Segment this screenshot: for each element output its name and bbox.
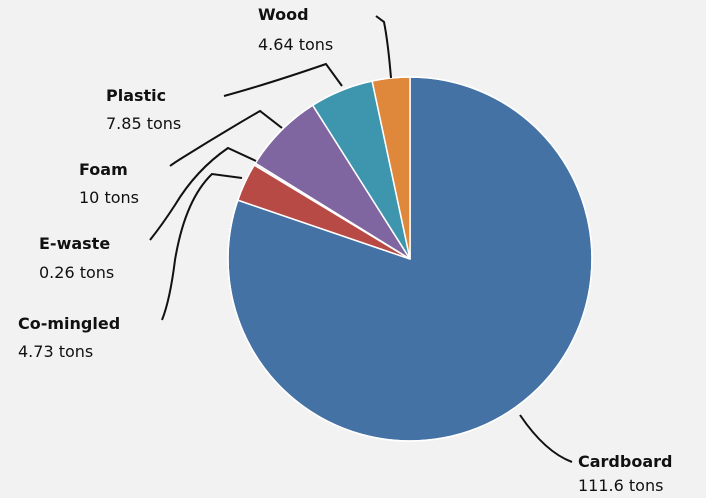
slice-value-e-waste: 0.26 tons <box>39 263 114 282</box>
slice-value-co-mingled: 4.73 tons <box>18 342 93 361</box>
connector-plastic <box>223 62 343 97</box>
label-connectors <box>149 15 573 463</box>
slice-label-cardboard: Cardboard <box>578 452 672 471</box>
slice-labels: Cardboard 111.6 tons Co-mingled 4.73 tons E-… <box>18 5 672 495</box>
connector-e-waste <box>149 146 257 241</box>
slice-value-wood: 4.64 tons <box>258 35 333 54</box>
slice-label-foam: Foam <box>79 160 128 179</box>
connector-co-mingled <box>161 172 243 321</box>
connector-foam <box>169 109 283 167</box>
pie-slices <box>227 76 593 442</box>
connector-cardboard <box>519 414 573 463</box>
slice-label-wood: Wood <box>258 5 309 24</box>
slice-value-cardboard: 111.6 tons <box>578 476 663 495</box>
slice-value-plastic: 7.85 tons <box>106 114 181 133</box>
connector-wood <box>375 15 392 79</box>
slice-label-plastic: Plastic <box>106 86 166 105</box>
pie-rim <box>227 76 593 442</box>
slice-label-e-waste: E-waste <box>39 234 110 253</box>
slice-label-co-mingled: Co-mingled <box>18 314 120 333</box>
slice-value-foam: 10 tons <box>79 188 139 207</box>
